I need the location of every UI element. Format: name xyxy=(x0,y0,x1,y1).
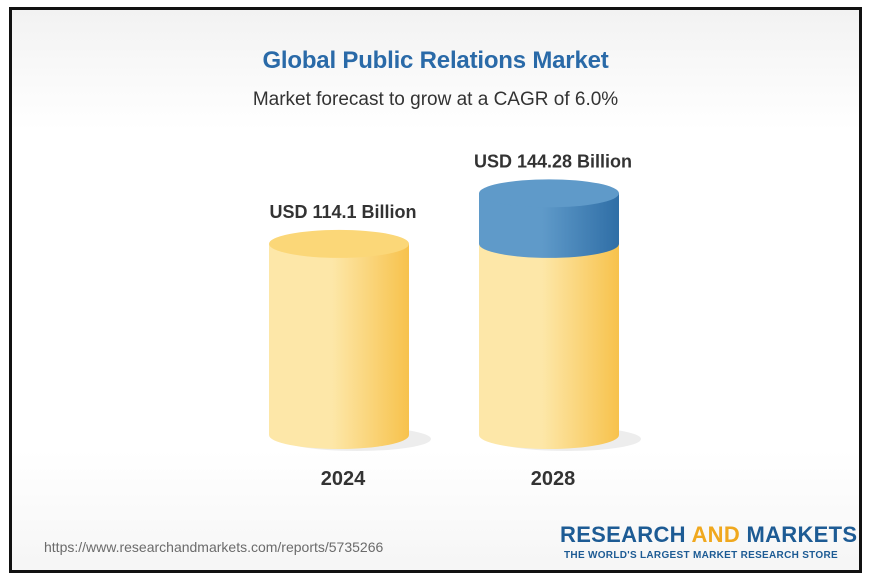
brand-name-and: AND xyxy=(691,522,741,547)
data-label: USD 114.1 Billion xyxy=(269,202,416,222)
bar-base-segment xyxy=(269,243,409,449)
bar-base-segment xyxy=(479,243,619,449)
bar-top-cap xyxy=(479,179,619,208)
bar-2028 xyxy=(479,179,641,451)
category-label: 2024 xyxy=(321,468,366,490)
cylinder-chart: USD 114.1 Billion 2024 USD 144.28 Billion 2… xyxy=(269,151,641,490)
chart-title: Global Public Relations Market xyxy=(262,47,609,74)
brand-tagline: THE WORLD'S LARGEST MARKET RESEARCH STOR… xyxy=(564,550,838,561)
brand-logo: RESEARCH AND MARKETS THE WORLD'S LARGEST… xyxy=(560,522,857,561)
brand-name-markets: MARKETS xyxy=(740,522,858,547)
brand-name: RESEARCH AND MARKETS xyxy=(560,522,857,548)
source-url: https://www.researchandmarkets.com/repor… xyxy=(44,539,384,555)
chart-frame: Global Public Relations Market Market fo… xyxy=(9,7,862,573)
bar-growth-segment xyxy=(479,193,619,258)
category-label: 2028 xyxy=(531,468,576,490)
bar-2024 xyxy=(269,229,431,451)
data-label: USD 144.28 Billion xyxy=(474,151,632,171)
chart-subtitle: Market forecast to grow at a CAGR of 6.0… xyxy=(252,89,619,110)
bar-top-cap xyxy=(269,229,409,258)
brand-name-research: RESEARCH xyxy=(560,522,692,547)
